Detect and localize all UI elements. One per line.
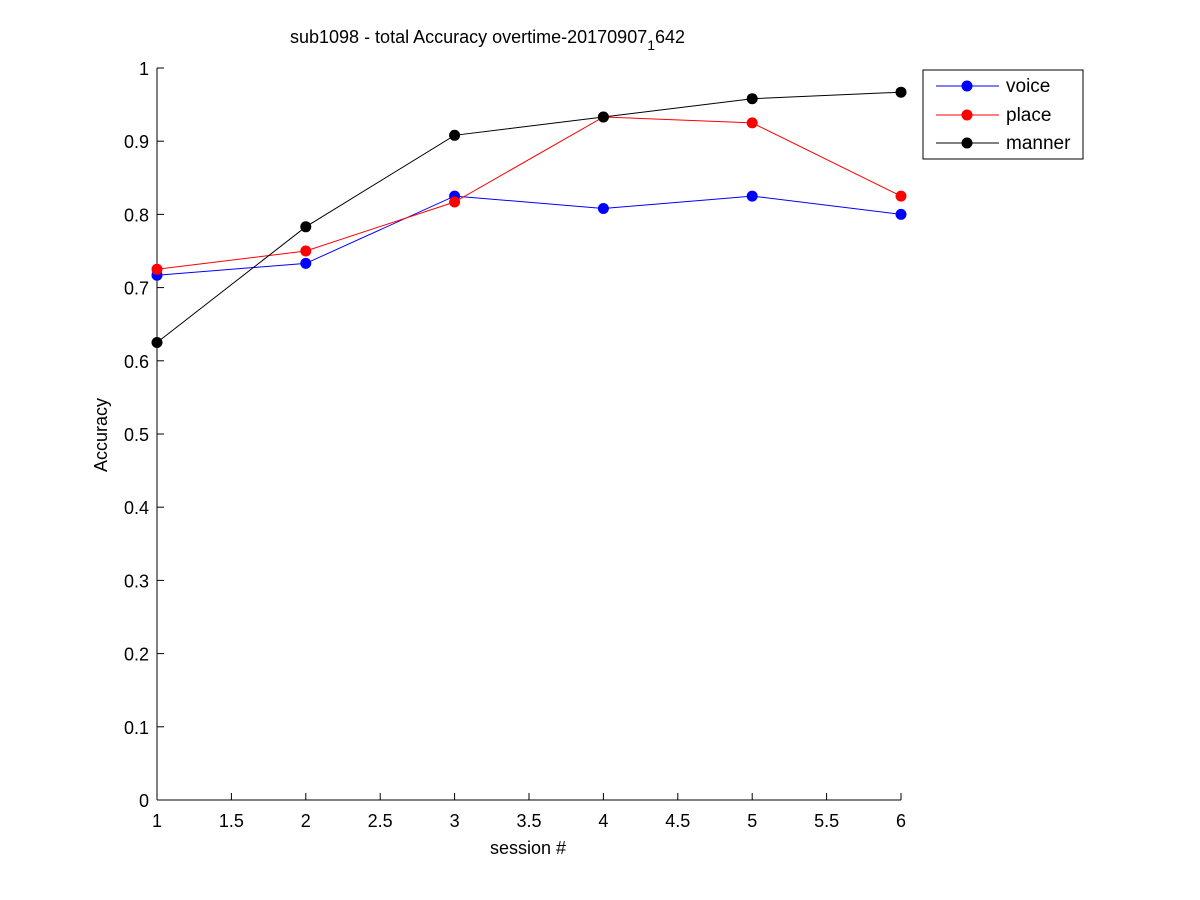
- legend-place-marker: [961, 109, 973, 121]
- x-tick-label: 4.5: [665, 811, 690, 831]
- x-tick-label: 2: [301, 811, 311, 831]
- x-tick-label: 5.5: [814, 811, 839, 831]
- data-point-manner: [151, 337, 163, 348]
- data-point-voice: [300, 257, 312, 269]
- x-axis-label: session #: [490, 838, 566, 858]
- legend-place-label: place: [1006, 105, 1051, 126]
- chart-title: sub1098 - total Accuracy overtime-201709…: [290, 27, 685, 53]
- y-axis-label: Accuracy: [91, 398, 111, 472]
- x-tick-label: 5: [747, 811, 757, 831]
- data-point-place: [151, 263, 163, 275]
- series-line-manner: [156, 91, 902, 343]
- data-point-manner: [895, 86, 907, 98]
- legend-manner-marker: [961, 137, 973, 149]
- legend-voice-label: voice: [1006, 76, 1050, 97]
- ticks-layer: 1 1.5 2 2.5 3 3.5 4 4.5 5 5.5 6 0 0.1 0.2 0.3 0.4 0.5 0.6…: [124, 59, 906, 831]
- chart-title-tail: 642: [655, 27, 685, 47]
- data-point-place: [746, 117, 758, 129]
- y-tick-label: 0.8: [124, 205, 149, 225]
- x-tick-label: 4: [598, 811, 608, 831]
- y-tick-label: 0.4: [124, 498, 149, 518]
- data-point-voice: [895, 208, 907, 220]
- x-tick-label: 1: [152, 811, 162, 831]
- data-point-voice: [597, 203, 609, 214]
- x-tick-label: 6: [896, 811, 906, 831]
- y-tick-label: 0.9: [124, 132, 149, 152]
- legend-manner-label: manner: [1006, 133, 1071, 154]
- data-point-manner: [300, 221, 312, 233]
- x-tick-label: 2.5: [368, 811, 393, 831]
- x-tick-label: 3.5: [516, 811, 541, 831]
- data-point-place: [895, 190, 907, 202]
- series-line-voice: [156, 195, 902, 276]
- y-tick-label: 0: [139, 791, 149, 811]
- data-point-voice: [746, 190, 758, 202]
- x-tick-label: 1.5: [219, 811, 244, 831]
- chart-title-main: sub1098 - total Accuracy overtime-201709…: [290, 27, 647, 47]
- data-point-manner: [449, 129, 461, 141]
- y-tick-label: 0.6: [124, 352, 149, 372]
- y-tick-label: 0.3: [124, 571, 149, 591]
- data-point-manner: [746, 93, 758, 105]
- data-point-place: [300, 245, 312, 257]
- y-tick-label: 0.7: [124, 279, 149, 299]
- y-tick-label: 1: [139, 59, 149, 79]
- x-tick-label: 3: [450, 811, 460, 831]
- data-point-place: [449, 196, 461, 208]
- y-tick-label: 0.1: [124, 718, 149, 738]
- y-tick-label: 0.2: [124, 645, 149, 665]
- chart-title-subscript: 1: [647, 37, 655, 53]
- series-layer: [151, 86, 907, 348]
- data-point-manner: [597, 111, 609, 123]
- y-tick-label: 0.5: [124, 425, 149, 445]
- legend: voice place manner: [922, 69, 1084, 160]
- legend-voice-marker: [961, 80, 973, 92]
- series-line-place: [156, 116, 902, 270]
